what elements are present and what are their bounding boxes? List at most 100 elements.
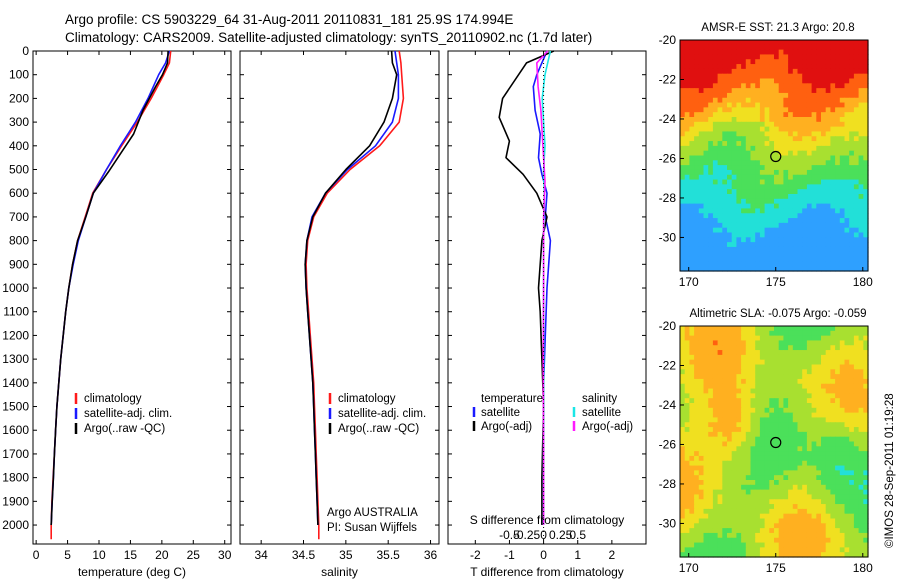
panel-map-sla: Altimetric SLA: -0.075 Argo: -0.059 170 17…	[659, 308, 873, 575]
s-tick-label: 0.5	[569, 528, 586, 542]
x-tick-label: 25	[187, 548, 201, 562]
y-tick-label: -28	[659, 191, 677, 205]
y-tick-label: 0	[22, 44, 29, 58]
y-tick-label: -26	[659, 437, 677, 451]
x-tick-label: 180	[853, 275, 873, 289]
map-title: Altimetric SLA: -0.075 Argo: -0.059	[689, 308, 866, 320]
y-tick-label: -22	[659, 358, 677, 372]
s-tick-label: 0.25	[549, 528, 573, 542]
legend-label-salinity: Argo(-adj)	[582, 421, 633, 433]
x-tick-label: 34	[254, 548, 268, 562]
y-tick-label: 500	[9, 163, 29, 177]
y-tick-label: -20	[659, 33, 677, 47]
header-line-1: Argo profile: CS 5903229_64 31-Aug-2011 …	[65, 12, 513, 27]
x-tick-label: 180	[853, 561, 873, 575]
y-tick-label: 800	[9, 234, 29, 248]
y-tick-label: 1300	[2, 352, 29, 366]
annotation-line: Argo AUSTRALIA	[327, 507, 418, 519]
argo-location-marker	[770, 436, 782, 449]
map-frame	[679, 39, 869, 272]
panel-temperature: 0 5 10 15 20 25 300100200300400500600700800900…	[2, 44, 231, 579]
s-tick-label: -0.25	[513, 528, 541, 542]
heatmap-cells	[680, 40, 869, 272]
legend-label: climatology	[338, 393, 396, 405]
x-tick-label: 175	[766, 275, 786, 289]
x-tick-label: 0	[33, 548, 40, 562]
y-tick-label: -30	[659, 230, 677, 244]
legend-heading-temperature: temperature	[481, 393, 543, 405]
legend-label-salinity: satellite	[582, 407, 621, 419]
y-tick-label: 300	[9, 115, 29, 129]
y-tick-label: 1600	[2, 423, 29, 437]
axes-box	[32, 50, 232, 545]
header-line-2: Climatology: CARS2009. Satellite-adjuste…	[65, 30, 592, 45]
y-tick-label: 1200	[2, 328, 29, 342]
s-tick-label: -0.5	[499, 528, 520, 542]
x-tick-label: 15	[124, 548, 138, 562]
legend-label: climatology	[84, 393, 142, 405]
y-tick-label: 700	[9, 210, 29, 224]
y-tick-label: 1500	[2, 400, 29, 414]
annotation-line: PI: Susan Wijffels	[327, 522, 417, 534]
legend-label: satellite-adj. clim.	[338, 408, 426, 420]
panel-difference: -2 -1 0 1 2 T difference from climatology -0.5…	[447, 50, 647, 579]
x-tick-label: 0	[540, 548, 547, 562]
y-tick-label: 1100	[3, 305, 29, 319]
legend-heading-salinity: salinity	[582, 393, 617, 405]
y-tick-label: 600	[9, 186, 29, 200]
x-tick-label: 36	[424, 548, 438, 562]
x-tick-label: 175	[766, 561, 786, 575]
argo-location-marker	[770, 150, 782, 163]
panel-map-sst: AMSR-E SST: 21.3 Argo: 20.8 170 175 180 -20 -…	[659, 22, 873, 289]
y-tick-label: 1400	[2, 376, 29, 390]
panel-salinity: 34 34.5 35 35.5 36 salinity climatology satelli…	[239, 50, 440, 579]
x-tick-label: 1	[574, 548, 581, 562]
x-tick-label: 34.5	[292, 548, 316, 562]
x-tick-label: 5	[64, 548, 71, 562]
legend-label: satellite-adj. clim.	[84, 408, 172, 420]
x-axis-label: temperature (deg C)	[78, 565, 186, 579]
y-tick-label: -22	[659, 72, 677, 86]
y-tick-label: 1800	[2, 471, 29, 485]
y-tick-label: 1900	[2, 494, 29, 508]
y-tick-label: 100	[9, 68, 29, 82]
y-tick-label: 1700	[2, 447, 29, 461]
x-tick-label: 170	[679, 275, 699, 289]
y-tick-label: -28	[659, 477, 677, 491]
y-tick-label: 1000	[2, 281, 29, 295]
y-tick-label: 400	[9, 139, 29, 153]
x-tick-label: -2	[470, 548, 481, 562]
y-tick-label: -20	[659, 319, 677, 333]
credit-text: ©IMOS 28-Sep-2011 01:19:28	[884, 393, 896, 548]
axes-box	[239, 50, 440, 545]
legend-label-temperature: Argo(-adj)	[481, 421, 532, 433]
legend-label: Argo(..raw -QC)	[338, 423, 419, 435]
x-tick-label: 170	[679, 561, 699, 575]
y-tick-label: -24	[659, 398, 677, 412]
y-tick-label: 2000	[2, 518, 29, 532]
legend-label: Argo(..raw -QC)	[84, 423, 165, 435]
heatmap-cells	[680, 326, 869, 558]
y-tick-label: 900	[9, 257, 29, 271]
series-argo-raw-qc	[50, 50, 169, 526]
y-tick-label: -30	[659, 516, 677, 530]
map-title: AMSR-E SST: 21.3 Argo: 20.8	[701, 22, 854, 34]
legend-label-temperature: satellite	[481, 407, 520, 419]
s-axis-label: S difference from climatology	[470, 513, 625, 527]
x-tick-label: 10	[92, 548, 106, 562]
series-salinity-argo-adj	[535, 50, 549, 525]
x-tick-label: 30	[218, 548, 232, 562]
x-axis-label: T difference from climatology	[470, 565, 624, 579]
x-axis-label: salinity	[321, 565, 358, 579]
y-tick-label: -24	[659, 112, 677, 126]
map-frame	[679, 325, 869, 558]
s-tick-label: 0	[540, 528, 547, 542]
y-tick-label: 200	[9, 91, 29, 105]
x-tick-label: 35.5	[377, 548, 401, 562]
series-argo-raw-qc	[304, 50, 398, 526]
x-tick-label: 20	[155, 548, 169, 562]
x-tick-label: 2	[609, 548, 616, 562]
x-tick-label: 35	[339, 548, 353, 562]
